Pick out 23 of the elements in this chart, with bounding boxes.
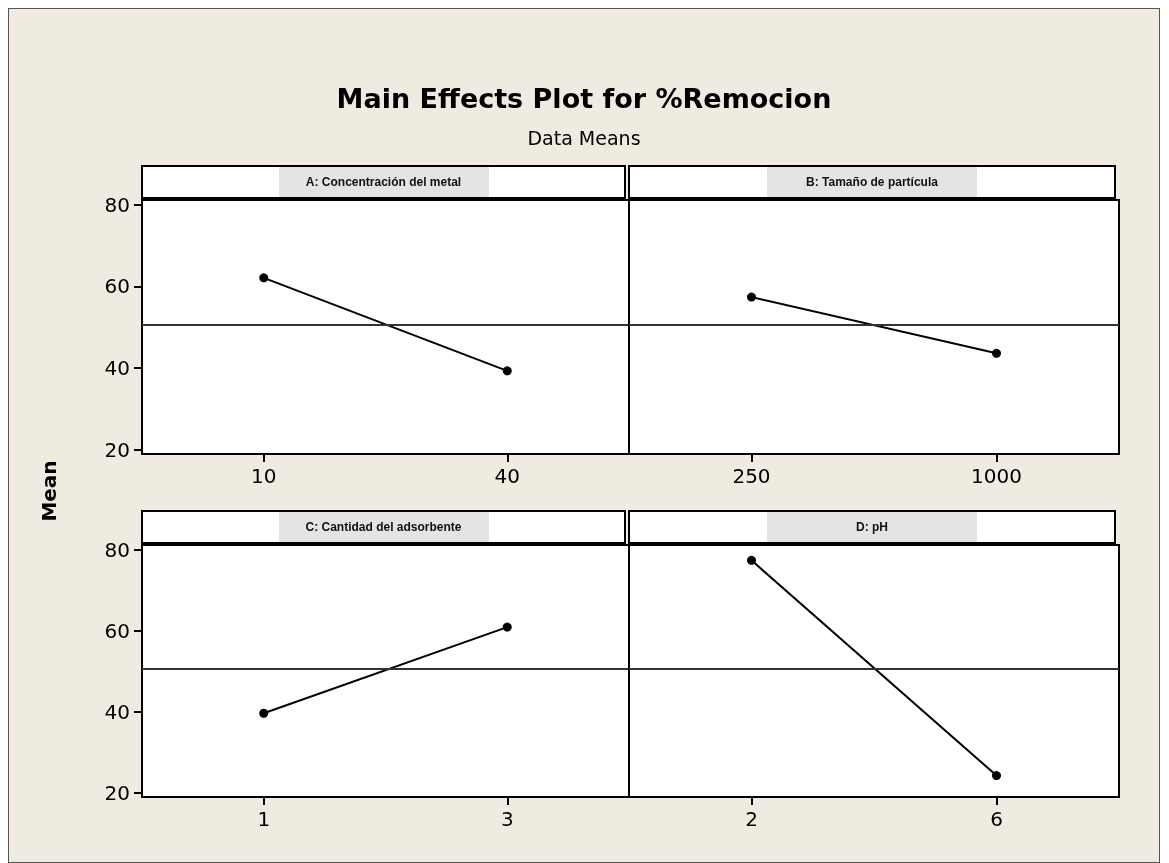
- y-tick-label: 40: [104, 355, 130, 380]
- x-tick-label: 1: [257, 807, 271, 831]
- x-tick-label: 250: [732, 464, 771, 488]
- y-tick-label: 60: [104, 618, 130, 643]
- x-axis-title: D: pH: [767, 512, 977, 542]
- x-tick-label: 1000: [971, 464, 1022, 488]
- y-tick-label: 80: [104, 537, 130, 562]
- y-tick-label: 20: [104, 780, 130, 805]
- y-tick-label: 60: [104, 274, 130, 299]
- x-tick-label: 3: [500, 807, 514, 831]
- y-axis-title: Mean: [37, 459, 61, 524]
- y-tick-label: 80: [104, 192, 130, 217]
- x-tick-label: 40: [494, 464, 520, 488]
- x-axis-title: C: Cantidad del adsorbente: [278, 512, 489, 542]
- x-tick-label: 6: [990, 807, 1003, 831]
- chart-title: Main Effects Plot for %Remocion: [335, 83, 833, 114]
- y-tick-label: 20: [104, 437, 130, 462]
- x-tick-label: 2: [745, 807, 758, 831]
- chart-subtitle: Data Means: [526, 127, 642, 149]
- x-axis-title: B: Tamaño de partícula: [767, 167, 977, 197]
- x-axis-title: A: Concentración del metal: [278, 167, 489, 197]
- x-tick-label: 10: [251, 464, 277, 488]
- y-tick-label: 40: [104, 699, 130, 724]
